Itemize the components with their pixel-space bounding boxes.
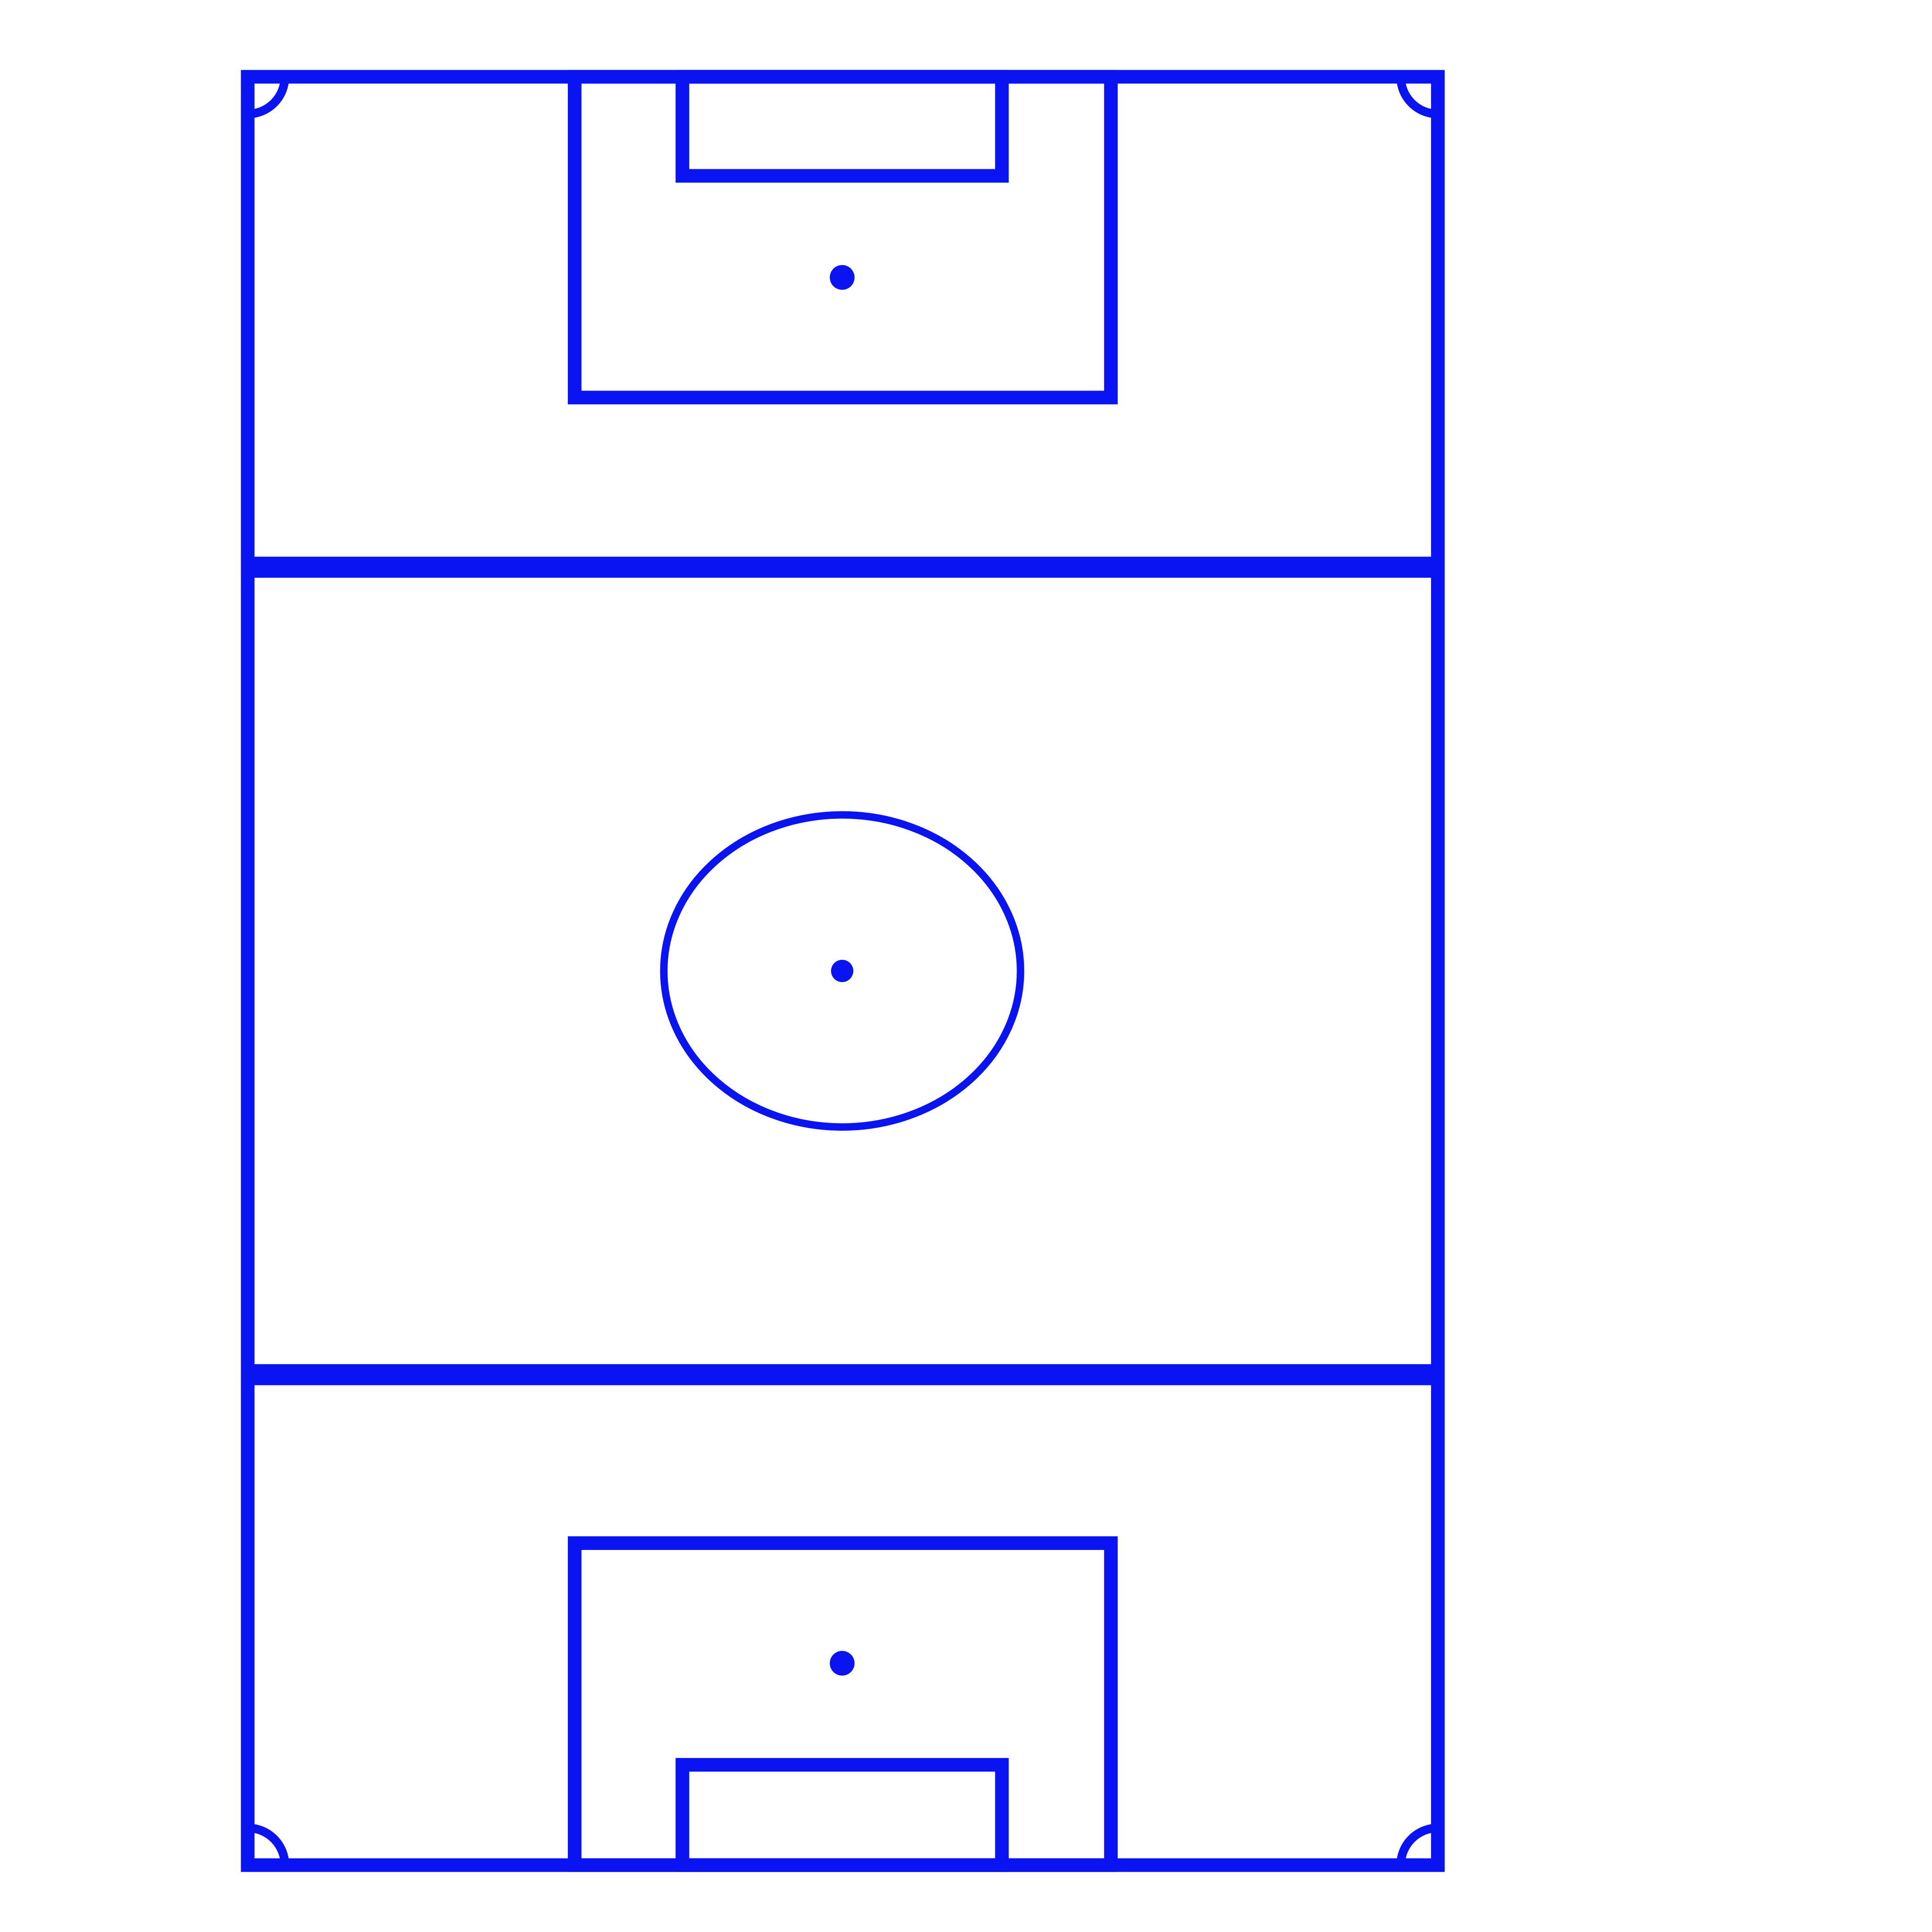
- top-penalty-area: [567, 70, 1118, 405]
- corner-arc: [247, 76, 290, 118]
- bottom-penalty-spot: [830, 1650, 855, 1676]
- bottom-goal-area: [675, 1758, 1009, 1872]
- top-penalty-spot: [830, 265, 855, 290]
- center-spot: [831, 959, 854, 983]
- corner-arc: [1396, 1824, 1438, 1865]
- corner-arc: [247, 1824, 290, 1865]
- center-circle: [660, 811, 1024, 1131]
- bottom-penalty-area: [567, 1536, 1118, 1872]
- top-goal-area: [675, 70, 1009, 183]
- corner-arc: [1396, 76, 1438, 118]
